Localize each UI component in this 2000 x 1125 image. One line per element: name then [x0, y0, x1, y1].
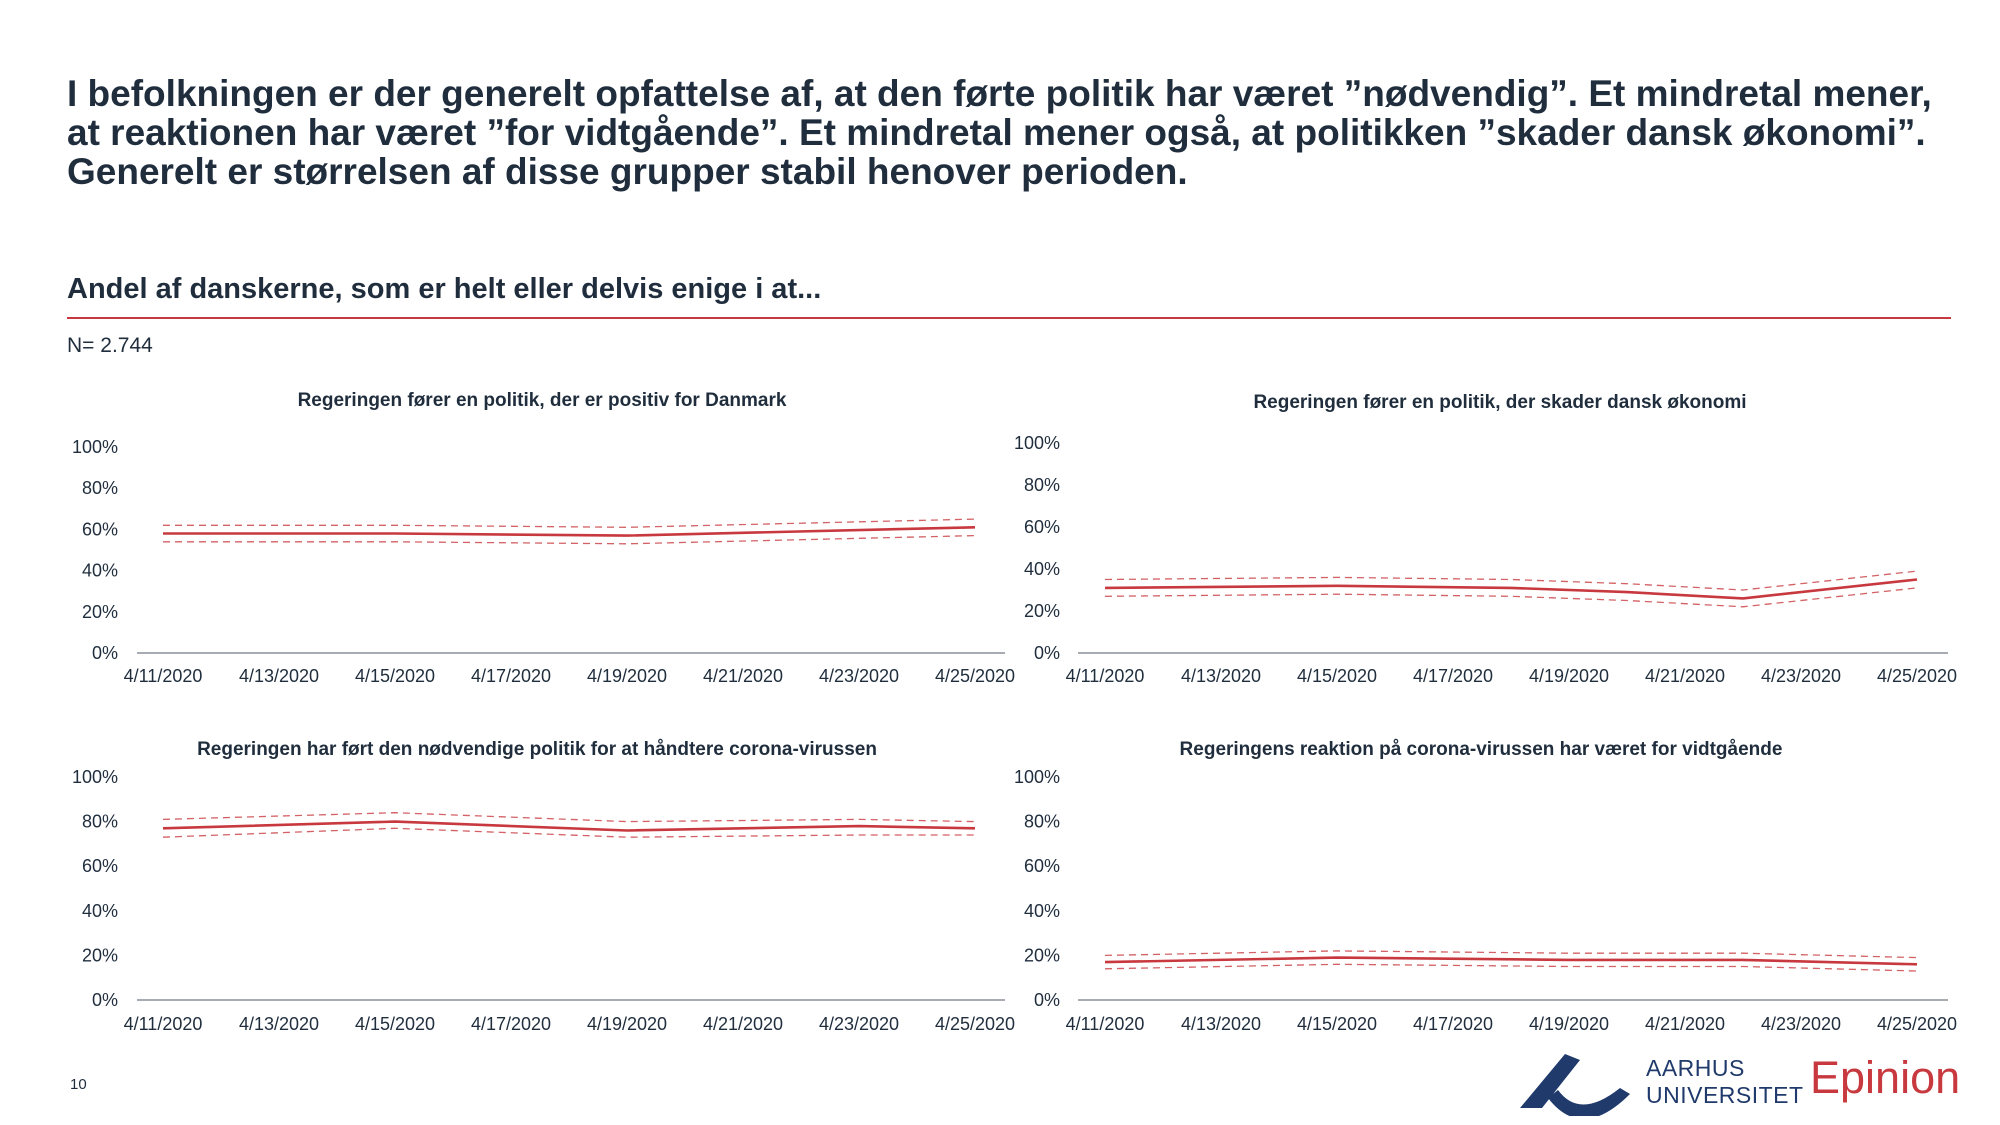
confidence-band-line	[1104, 587, 1918, 608]
series-line	[1104, 956, 1918, 966]
y-tick-label: 0%	[92, 990, 118, 1010]
y-tick-label: 80%	[1024, 812, 1060, 832]
sample-size-label: N= 2.744	[67, 334, 153, 357]
x-tick-label: 4/25/2020	[935, 666, 1015, 686]
x-tick-label: 4/15/2020	[355, 1014, 435, 1034]
chart-4-title: Regeringens reaktion på corona-virussen …	[1180, 739, 1783, 760]
x-tick-label: 4/15/2020	[1297, 1014, 1377, 1034]
x-tick-label: 4/17/2020	[471, 666, 551, 686]
confidence-band-line	[163, 518, 976, 528]
y-tick-label: 60%	[82, 856, 118, 876]
x-tick-label: 4/21/2020	[1645, 1014, 1725, 1034]
x-tick-label: 4/13/2020	[1181, 666, 1261, 686]
x-tick-label: 4/23/2020	[1761, 1014, 1841, 1034]
au-line2: UNIVERSITET	[1646, 1082, 1804, 1108]
y-tick-label: 60%	[1024, 856, 1060, 876]
y-tick-label: 20%	[1024, 601, 1060, 621]
y-tick-label: 80%	[1024, 475, 1060, 495]
y-tick-label: 60%	[82, 519, 118, 539]
x-tick-label: 4/25/2020	[1877, 1014, 1957, 1034]
x-tick-label: 4/11/2020	[1066, 1014, 1145, 1034]
series-line	[162, 820, 976, 832]
aarhus-universitet-wordmark: AARHUS UNIVERSITET	[1646, 1055, 1804, 1109]
x-tick-label: 4/15/2020	[1297, 666, 1377, 686]
chart-2-title: Regeringen fører en politik, der skader …	[1253, 392, 1746, 413]
y-tick-label: 100%	[1014, 767, 1060, 787]
x-tick-label: 4/25/2020	[1877, 666, 1957, 686]
x-tick-label: 4/25/2020	[935, 1014, 1015, 1034]
y-tick-label: 80%	[82, 812, 118, 832]
confidence-band-line	[163, 534, 976, 545]
y-tick-label: 40%	[1024, 559, 1060, 579]
confidence-band-line	[1104, 950, 1918, 959]
x-tick-label: 4/23/2020	[1761, 666, 1841, 686]
y-tick-label: 0%	[1034, 990, 1060, 1010]
aarhus-universitet-logo	[1520, 1054, 1630, 1116]
y-tick-label: 40%	[82, 901, 118, 921]
au-line1: AARHUS	[1646, 1055, 1745, 1081]
x-tick-label: 4/19/2020	[1529, 666, 1609, 686]
x-tick-label: 4/19/2020	[587, 666, 667, 686]
y-tick-label: 20%	[1024, 945, 1060, 965]
x-tick-label: 4/11/2020	[1066, 666, 1145, 686]
x-tick-label: 4/19/2020	[587, 1014, 667, 1034]
series-line	[1104, 578, 1918, 600]
y-tick-label: 40%	[82, 561, 118, 581]
confidence-band-line	[162, 827, 975, 838]
x-tick-label: 4/17/2020	[1413, 1014, 1493, 1034]
page-number: 10	[70, 1076, 87, 1093]
y-tick-label: 20%	[82, 602, 118, 622]
confidence-band-line	[1104, 963, 1918, 972]
y-tick-label: 100%	[72, 767, 118, 787]
y-tick-label: 0%	[92, 643, 118, 663]
x-tick-label: 4/13/2020	[1181, 1014, 1261, 1034]
x-tick-label: 4/17/2020	[471, 1014, 551, 1034]
y-tick-label: 20%	[82, 945, 118, 965]
section-subtitle: Andel af danskerne, som er helt eller de…	[67, 273, 822, 305]
series-line	[163, 526, 976, 537]
y-tick-label: 80%	[82, 478, 118, 498]
x-tick-label: 4/11/2020	[124, 666, 203, 686]
x-tick-label: 4/23/2020	[819, 666, 899, 686]
chart-1-title: Regeringen fører en politik, der er posi…	[298, 390, 787, 411]
divider-rule	[67, 317, 1951, 319]
y-tick-label: 100%	[1014, 433, 1060, 453]
page-headline: I befolkningen er der generelt opfattels…	[67, 73, 1932, 192]
x-tick-label: 4/19/2020	[1529, 1014, 1609, 1034]
x-tick-label: 4/13/2020	[239, 1014, 319, 1034]
x-tick-label: 4/17/2020	[1413, 666, 1493, 686]
y-tick-label: 0%	[1034, 643, 1060, 663]
x-tick-label: 4/21/2020	[703, 1014, 783, 1034]
y-tick-label: 60%	[1024, 517, 1060, 537]
confidence-band-line	[1104, 570, 1918, 591]
x-tick-label: 4/23/2020	[819, 1014, 899, 1034]
confidence-band-line	[162, 812, 976, 823]
x-tick-label: 4/13/2020	[239, 666, 319, 686]
x-tick-label: 4/21/2020	[703, 666, 783, 686]
x-tick-label: 4/11/2020	[124, 1014, 203, 1034]
y-tick-label: 40%	[1024, 901, 1060, 921]
y-tick-label: 100%	[72, 437, 118, 457]
au-logo-mark	[1520, 1054, 1630, 1116]
epinion-logo: Epinion	[1810, 1052, 1961, 1103]
chart-3-title: Regeringen har ført den nødvendige polit…	[197, 739, 877, 760]
x-tick-label: 4/21/2020	[1645, 666, 1725, 686]
x-tick-label: 4/15/2020	[355, 666, 435, 686]
